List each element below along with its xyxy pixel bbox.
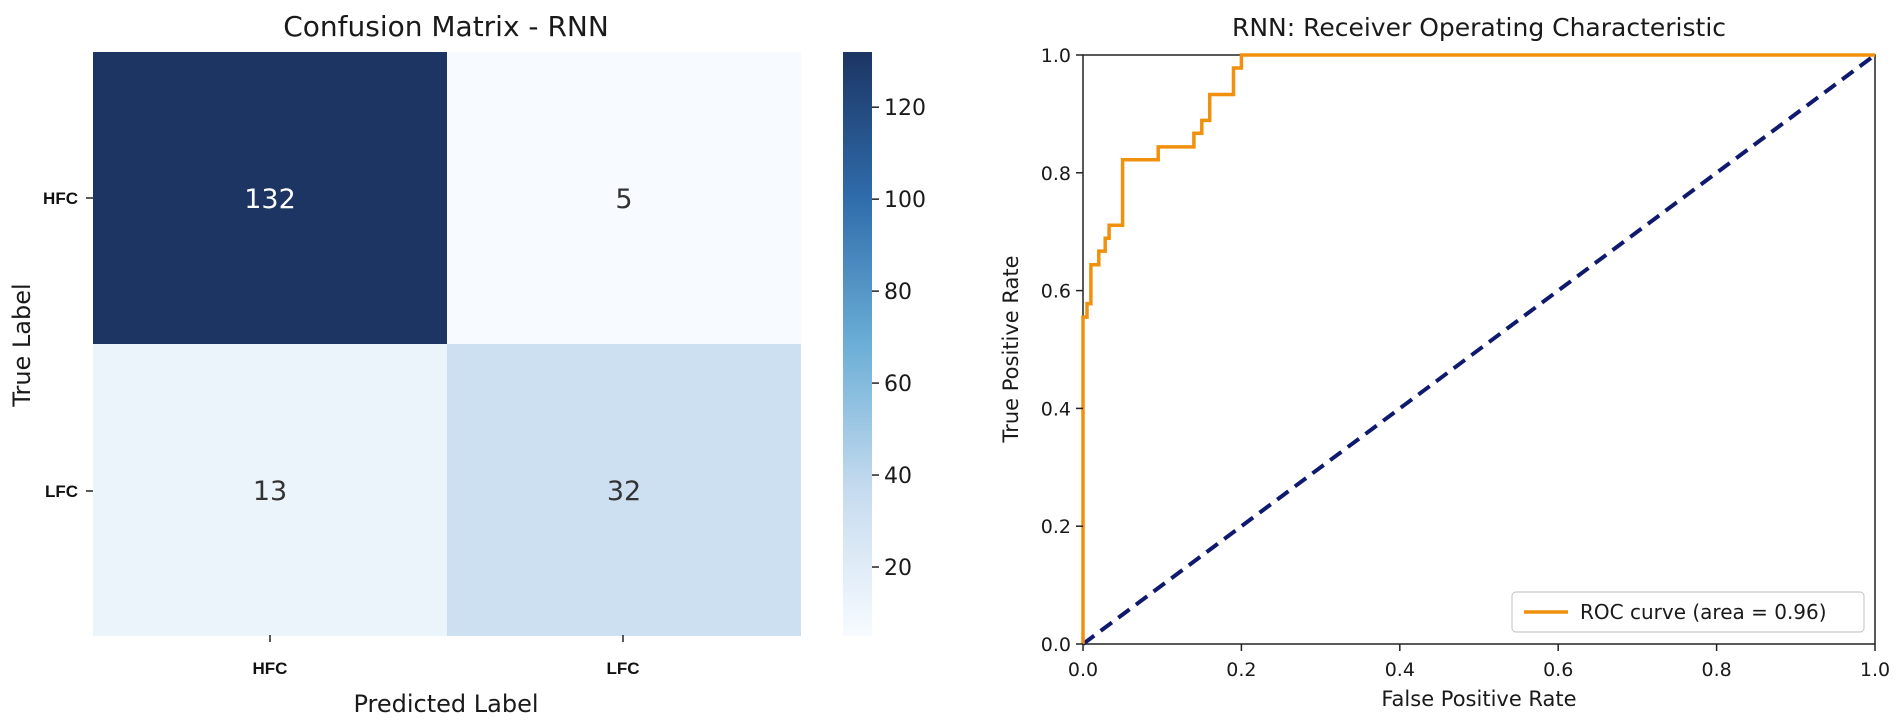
roc-panel: RNN: Receiver Operating Characteristic 0… (999, 13, 1890, 711)
cm-cell-value: 132 (244, 184, 296, 215)
colorbar-tick-label: 80 (884, 280, 912, 305)
colorbar-tick-label: 60 (884, 372, 912, 397)
cm-y-axis-label: True Label (8, 283, 36, 407)
roc-y-tick-label: 1.0 (1041, 45, 1071, 67)
confusion-matrix-panel: Confusion Matrix - RNN 132 513 32 HFC LFC … (8, 10, 926, 718)
cm-cell (93, 52, 447, 344)
cm-cell-value: 32 (607, 476, 641, 507)
cm-cell (447, 344, 801, 636)
roc-x-tick-label: 0.2 (1226, 659, 1256, 681)
roc-legend-box (1511, 591, 1865, 633)
cm-cell (93, 344, 447, 636)
roc-x-tick-label: 0.6 (1543, 659, 1573, 681)
colorbar-tick-label: 120 (884, 96, 926, 121)
colorbar-tick-label: 20 (884, 556, 912, 581)
roc-x-tick-label: 0.0 (1068, 659, 1098, 681)
roc-x-tick-label: 0.8 (1701, 659, 1731, 681)
roc-lines (1081, 53, 1877, 646)
roc-y-tick-label: 0.8 (1041, 163, 1071, 185)
cm-x-tick-label: LFC (606, 659, 639, 678)
cm-x-tick-label: HFC (253, 659, 288, 678)
cm-cells: 132 5 13 32 (93, 52, 801, 636)
colorbar (843, 52, 872, 636)
cm-cell (447, 52, 801, 344)
cm-x-ticks: HFC LFC (253, 635, 640, 678)
cm-y-tick-label: LFC (45, 482, 78, 501)
roc-legend-label: ROC curve (area = 0.96) (1580, 600, 1827, 624)
colorbar-tick-label: 40 (884, 464, 912, 489)
roc-y-tick-label: 0.4 (1041, 398, 1071, 420)
colorbar-tick-label: 100 (884, 188, 926, 213)
roc-y-ticks: 0.0 0.2 0.4 0.6 0.8 1.0 (1041, 45, 1083, 656)
roc-legend: ROC curve (area = 0.96) (1511, 591, 1865, 633)
cm-y-ticks: HFC LFC (43, 189, 93, 501)
cm-title: Confusion Matrix - RNN (283, 10, 609, 43)
roc-diagonal-line (1081, 53, 1877, 646)
roc-y-tick-label: 0.0 (1041, 634, 1071, 656)
cm-cell-value: 5 (615, 184, 632, 215)
roc-curve-line (1081, 53, 1875, 644)
roc-x-tick-label: 0.4 (1385, 659, 1415, 681)
colorbar-ticks: 20 40 60 80 100 120 (872, 96, 926, 581)
roc-x-axis-label: False Positive Rate (1381, 687, 1576, 711)
roc-x-tick-label: 1.0 (1860, 659, 1890, 681)
roc-title: RNN: Receiver Operating Characteristic (1232, 13, 1726, 42)
roc-x-ticks: 0.0 0.2 0.4 0.6 0.8 1.0 (1068, 644, 1890, 681)
cm-x-axis-label: Predicted Label (353, 690, 538, 718)
cm-cell-value: 13 (253, 476, 287, 507)
roc-y-tick-label: 0.6 (1041, 281, 1071, 303)
roc-y-axis-label: True Positive Rate (999, 255, 1023, 443)
roc-y-tick-label: 0.2 (1041, 516, 1071, 538)
cm-y-tick-label: HFC (43, 189, 78, 208)
